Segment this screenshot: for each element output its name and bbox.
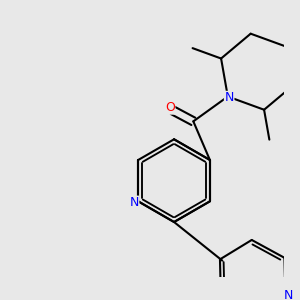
Text: N: N xyxy=(284,289,293,300)
Text: N: N xyxy=(129,196,139,209)
Text: O: O xyxy=(165,101,175,114)
Text: N: N xyxy=(224,92,234,104)
